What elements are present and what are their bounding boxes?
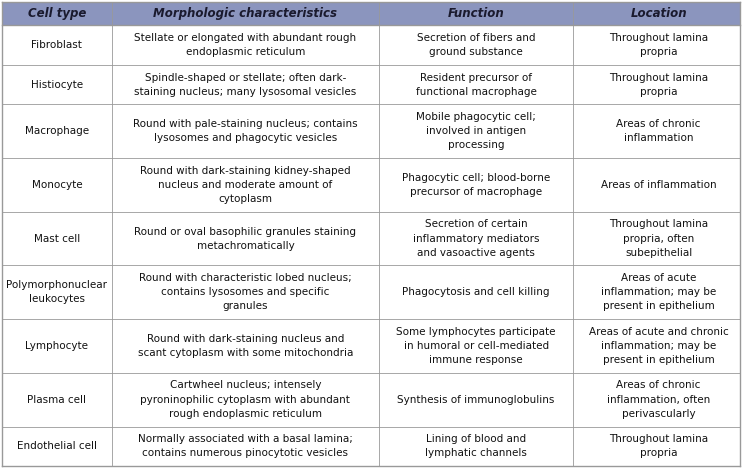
Text: Monocyte: Monocyte — [32, 180, 82, 190]
Text: metachromatically: metachromatically — [197, 241, 295, 251]
Text: lysosomes and phagocytic vesicles: lysosomes and phagocytic vesicles — [154, 133, 337, 143]
Text: immune response: immune response — [430, 355, 523, 365]
Text: Spindle-shaped or stellate; often dark-: Spindle-shaped or stellate; often dark- — [145, 73, 346, 82]
Text: leukocytes: leukocytes — [29, 294, 85, 304]
Bar — [2, 265, 740, 319]
Text: Stellate or elongated with abundant rough: Stellate or elongated with abundant roug… — [134, 33, 356, 43]
Text: Mobile phagocytic cell;: Mobile phagocytic cell; — [416, 112, 536, 122]
Text: inflammation; may be: inflammation; may be — [601, 287, 716, 297]
Text: propria, often: propria, often — [623, 234, 695, 244]
Text: pyroninophilic cytoplasm with abundant: pyroninophilic cytoplasm with abundant — [140, 395, 350, 405]
Text: Secretion of certain: Secretion of certain — [425, 219, 528, 229]
Text: Function: Function — [447, 7, 505, 20]
Text: Throughout lamina: Throughout lamina — [609, 33, 708, 43]
Text: and vasoactive agents: and vasoactive agents — [417, 248, 535, 258]
Bar — [2, 2, 740, 25]
Bar — [2, 373, 740, 426]
Text: Secretion of fibers and: Secretion of fibers and — [417, 33, 536, 43]
Text: Mast cell: Mast cell — [34, 234, 80, 244]
Text: Resident precursor of: Resident precursor of — [420, 73, 532, 82]
Text: Throughout lamina: Throughout lamina — [609, 219, 708, 229]
Text: Cell type: Cell type — [27, 7, 86, 20]
Text: Round with pale-staining nucleus; contains: Round with pale-staining nucleus; contai… — [133, 119, 358, 129]
Text: Throughout lamina: Throughout lamina — [609, 434, 708, 444]
Text: Areas of acute and chronic: Areas of acute and chronic — [589, 327, 729, 337]
Text: Round or oval basophilic granules staining: Round or oval basophilic granules staini… — [134, 227, 356, 236]
Text: processing: processing — [448, 140, 505, 150]
Text: inflammation; may be: inflammation; may be — [601, 341, 716, 351]
Text: Phagocytosis and cell killing: Phagocytosis and cell killing — [402, 287, 550, 297]
Text: nucleus and moderate amount of: nucleus and moderate amount of — [158, 180, 332, 190]
Text: propria: propria — [640, 47, 677, 57]
Text: perivascularly: perivascularly — [622, 409, 695, 419]
Text: Lining of blood and: Lining of blood and — [426, 434, 526, 444]
Text: Lymphocyte: Lymphocyte — [25, 341, 88, 351]
Text: Plasma cell: Plasma cell — [27, 395, 86, 405]
Text: subepithelial: subepithelial — [625, 248, 692, 258]
Text: Some lymphocytes participate: Some lymphocytes participate — [396, 327, 556, 337]
Text: precursor of macrophage: precursor of macrophage — [410, 187, 542, 197]
Text: Location: Location — [631, 7, 687, 20]
Bar — [2, 65, 740, 104]
Text: cytoplasm: cytoplasm — [218, 194, 272, 204]
Text: Throughout lamina: Throughout lamina — [609, 73, 708, 82]
Text: Areas of acute: Areas of acute — [621, 273, 696, 283]
Text: Normally associated with a basal lamina;: Normally associated with a basal lamina; — [138, 434, 352, 444]
Text: Fibroblast: Fibroblast — [31, 40, 82, 50]
Text: Endothelial cell: Endothelial cell — [17, 441, 97, 451]
Text: Cartwheel nucleus; intensely: Cartwheel nucleus; intensely — [170, 380, 321, 390]
Bar — [2, 319, 740, 373]
Text: contains lysosomes and specific: contains lysosomes and specific — [161, 287, 329, 297]
Text: inflammatory mediators: inflammatory mediators — [413, 234, 539, 244]
Text: granules: granules — [223, 301, 268, 312]
Text: Morphologic characteristics: Morphologic characteristics — [154, 7, 338, 20]
Text: Histiocyte: Histiocyte — [31, 80, 83, 90]
Bar — [2, 426, 740, 466]
Text: scant cytoplasm with some mitochondria: scant cytoplasm with some mitochondria — [138, 348, 353, 358]
Text: functional macrophage: functional macrophage — [416, 87, 536, 97]
Text: present in epithelium: present in epithelium — [603, 301, 715, 312]
Text: inflammation, often: inflammation, often — [607, 395, 710, 405]
Text: Round with characteristic lobed nucleus;: Round with characteristic lobed nucleus; — [139, 273, 352, 283]
Text: inflammation: inflammation — [624, 133, 694, 143]
Text: Synthesis of immunoglobulins: Synthesis of immunoglobulins — [398, 395, 555, 405]
Text: staining nucleus; many lysosomal vesicles: staining nucleus; many lysosomal vesicle… — [134, 87, 356, 97]
Text: rough endoplasmic reticulum: rough endoplasmic reticulum — [169, 409, 322, 419]
Bar — [2, 25, 740, 65]
Text: propria: propria — [640, 448, 677, 458]
Text: present in epithelium: present in epithelium — [603, 355, 715, 365]
Text: involved in antigen: involved in antigen — [426, 126, 526, 136]
Text: lymphatic channels: lymphatic channels — [425, 448, 527, 458]
Bar — [2, 212, 740, 265]
Text: Areas of chronic: Areas of chronic — [617, 380, 701, 390]
Text: Round with dark-staining nucleus and: Round with dark-staining nucleus and — [147, 334, 344, 344]
Text: endoplasmic reticulum: endoplasmic reticulum — [186, 47, 305, 57]
Text: Round with dark-staining kidney-shaped: Round with dark-staining kidney-shaped — [140, 166, 351, 176]
Text: Areas of chronic: Areas of chronic — [617, 119, 701, 129]
Text: Macrophage: Macrophage — [24, 126, 89, 136]
Text: in humoral or cell-mediated: in humoral or cell-mediated — [404, 341, 548, 351]
Text: Areas of inflammation: Areas of inflammation — [601, 180, 717, 190]
Bar — [2, 158, 740, 212]
Text: Phagocytic cell; blood-borne: Phagocytic cell; blood-borne — [402, 173, 551, 183]
Text: propria: propria — [640, 87, 677, 97]
Text: Polymorphonuclear: Polymorphonuclear — [7, 280, 108, 290]
Text: contains numerous pinocytotic vesicles: contains numerous pinocytotic vesicles — [142, 448, 349, 458]
Text: ground substance: ground substance — [430, 47, 523, 57]
Bar — [2, 104, 740, 158]
